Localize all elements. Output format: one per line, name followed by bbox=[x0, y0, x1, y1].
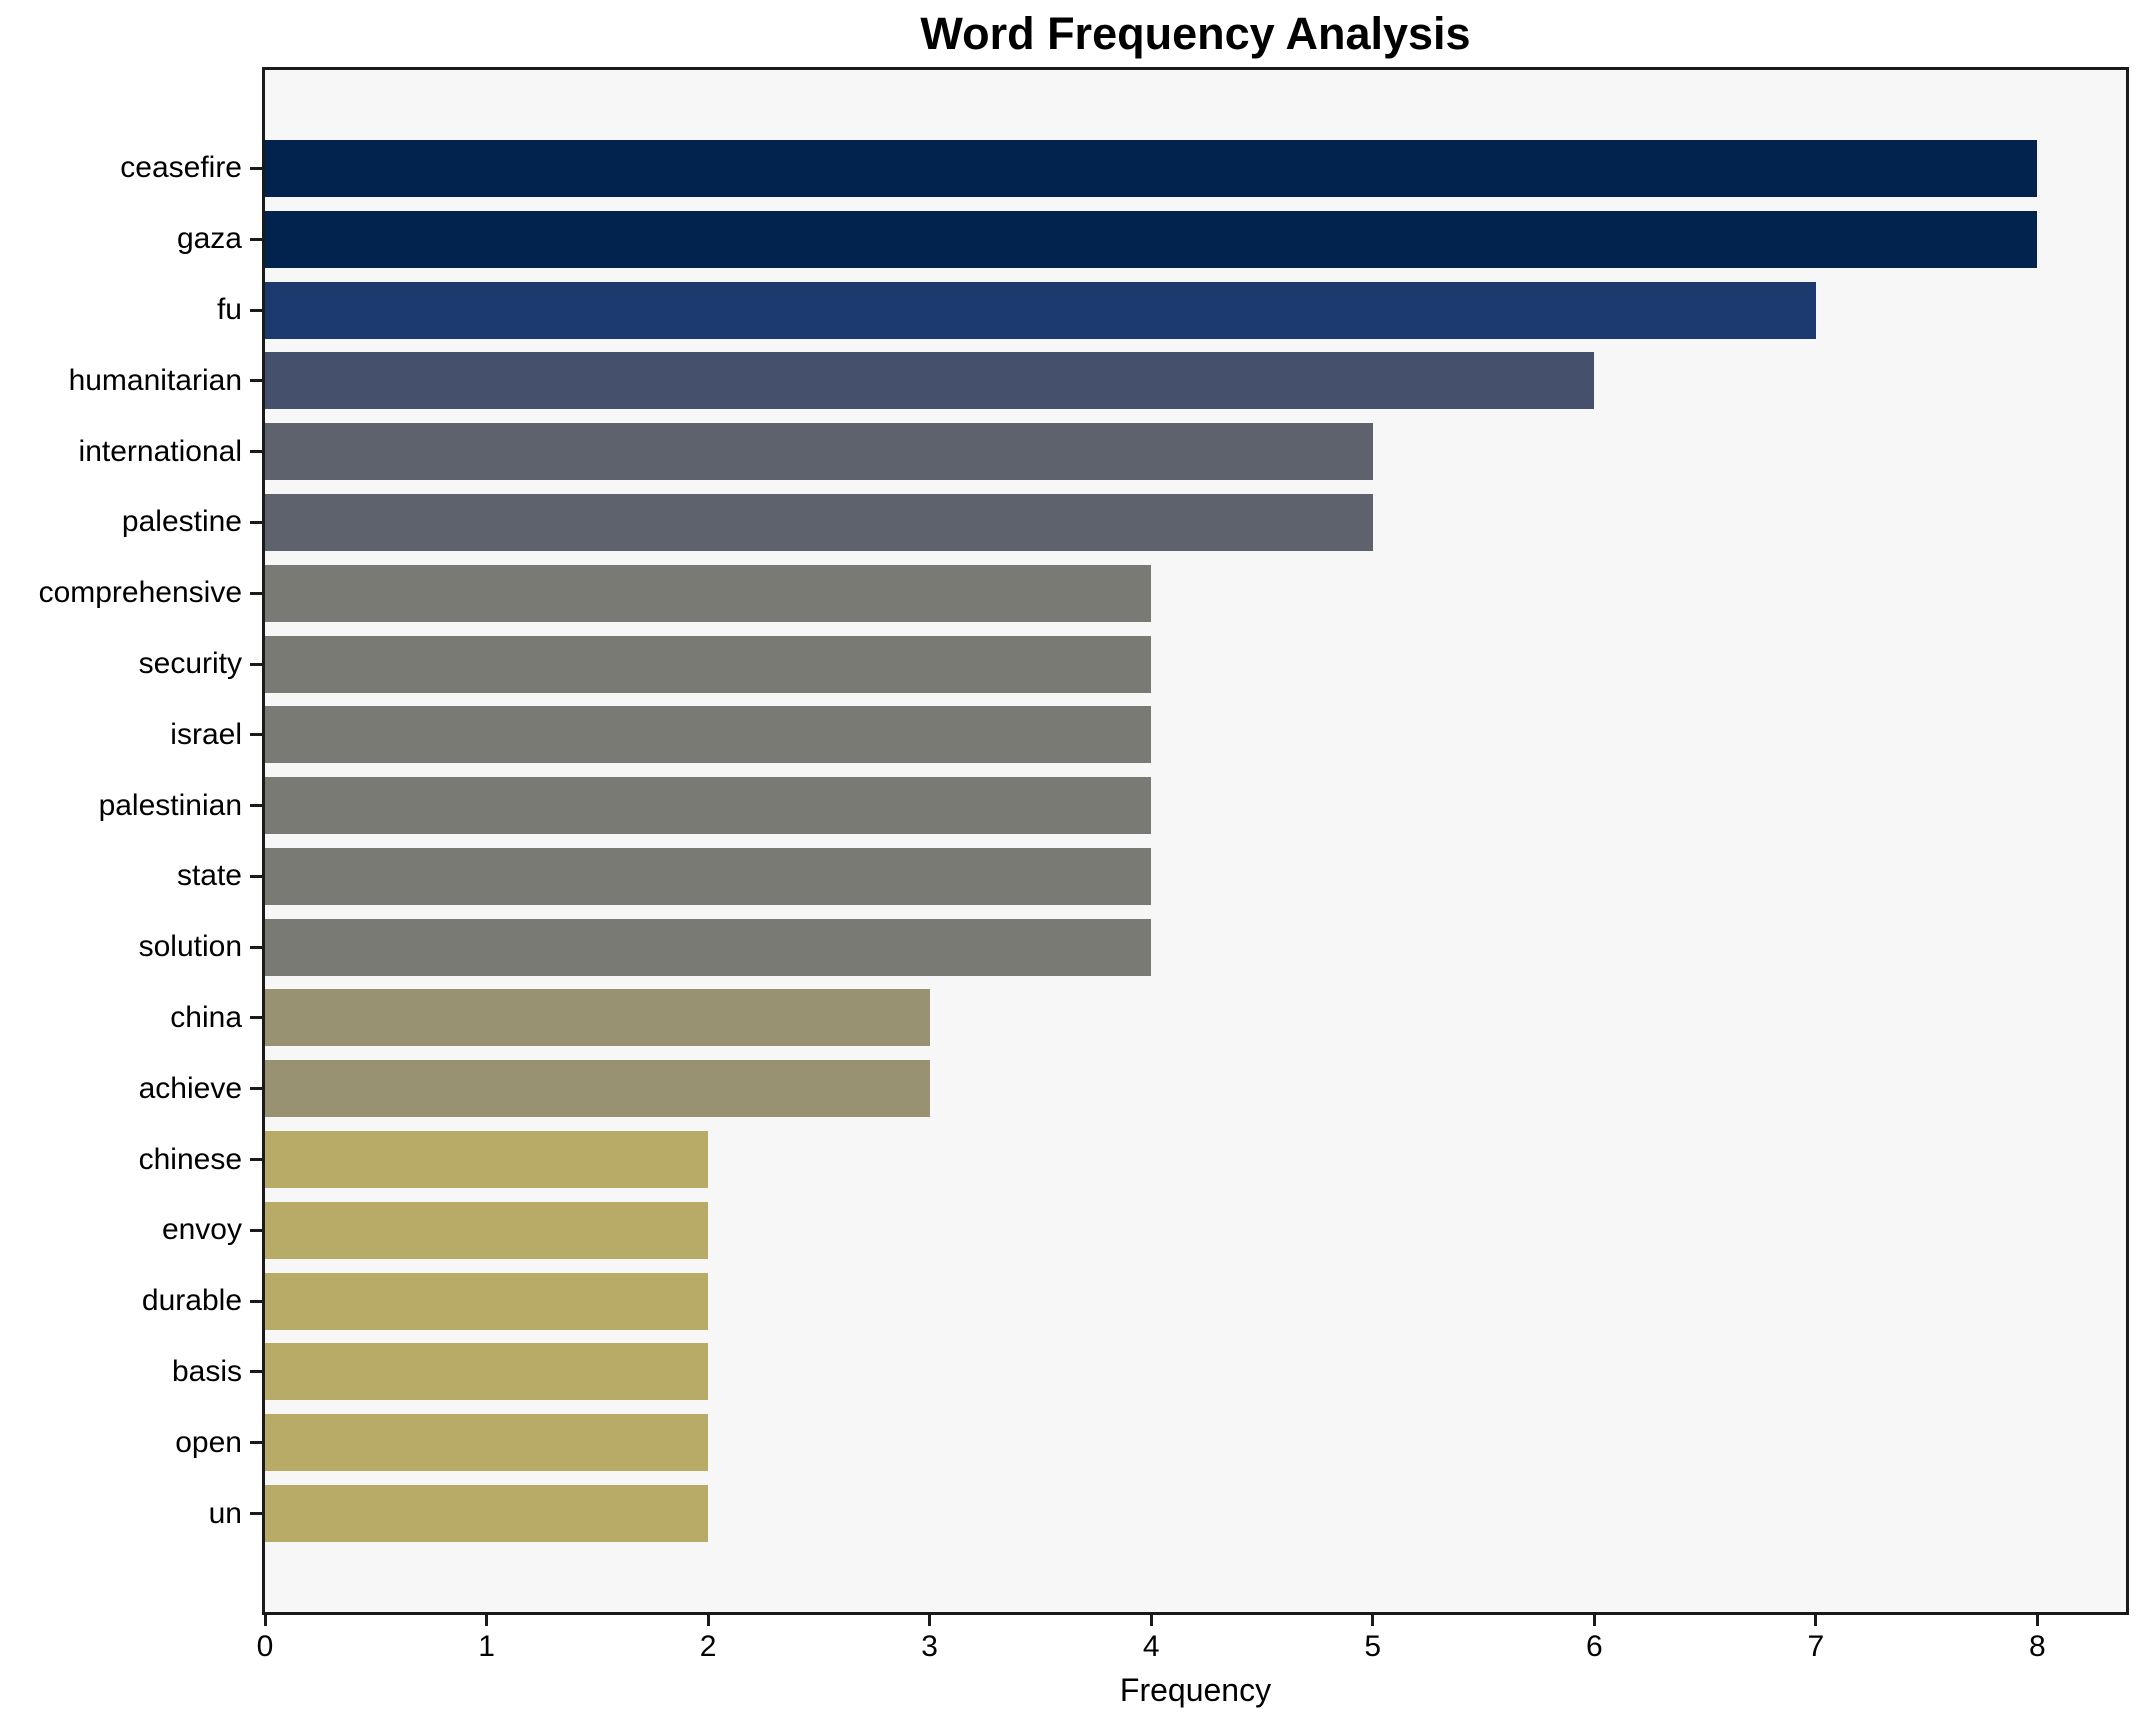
y-tick-solution bbox=[250, 945, 262, 949]
y-tick-chinese bbox=[250, 1158, 262, 1162]
y-tick-palestine bbox=[250, 520, 262, 524]
chart-title: Word Frequency Analysis bbox=[920, 8, 1471, 59]
y-label-open: open bbox=[175, 1425, 242, 1459]
bar-un bbox=[265, 1485, 709, 1543]
y-tick-durable bbox=[250, 1299, 262, 1303]
y-tick-comprehensive bbox=[250, 591, 262, 595]
y-tick-china bbox=[250, 1016, 262, 1020]
bar-fu bbox=[265, 281, 1816, 339]
y-tick-achieve bbox=[250, 1087, 262, 1091]
x-tick-0 bbox=[263, 1615, 267, 1626]
y-label-palestine: palestine bbox=[121, 505, 242, 539]
y-tick-security bbox=[250, 662, 262, 666]
bar-palestine bbox=[265, 493, 1373, 551]
y-tick-un bbox=[250, 1512, 262, 1516]
x-tick-label-2: 2 bbox=[699, 1630, 717, 1663]
x-tick-7 bbox=[1814, 1615, 1818, 1626]
x-tick-label-6: 6 bbox=[1585, 1630, 1603, 1663]
bar-comprehensive bbox=[265, 564, 1152, 622]
x-tick-label-8: 8 bbox=[2029, 1630, 2046, 1663]
y-label-envoy: envoy bbox=[161, 1213, 242, 1247]
bar-durable bbox=[265, 1272, 709, 1330]
y-tick-ceasefire bbox=[250, 166, 262, 170]
y-tick-state bbox=[250, 874, 262, 878]
y-label-achieve: achieve bbox=[138, 1071, 242, 1105]
bar-basis bbox=[265, 1343, 709, 1401]
x-tick-4 bbox=[1149, 1615, 1153, 1626]
x-tick-label-5: 5 bbox=[1364, 1630, 1382, 1663]
bar-israel bbox=[265, 706, 1152, 764]
x-tick-2 bbox=[706, 1615, 710, 1626]
y-label-fu: fu bbox=[216, 293, 242, 326]
y-label-state: state bbox=[176, 859, 242, 893]
y-label-humanitarian: humanitarian bbox=[68, 363, 242, 397]
bar-achieve bbox=[265, 1060, 930, 1118]
y-label-security: security bbox=[138, 647, 242, 680]
y-label-israel: israel bbox=[170, 717, 242, 751]
x-tick-label-4: 4 bbox=[1142, 1630, 1160, 1663]
x-tick-label-0: 0 bbox=[256, 1630, 274, 1663]
bar-gaza bbox=[265, 210, 2038, 268]
bar-china bbox=[265, 989, 930, 1047]
y-label-comprehensive: comprehensive bbox=[38, 576, 242, 610]
bar-open bbox=[265, 1414, 709, 1472]
x-tick-label-7: 7 bbox=[1807, 1630, 1825, 1663]
y-label-gaza: gaza bbox=[176, 222, 242, 256]
y-label-chinese: chinese bbox=[138, 1142, 242, 1176]
y-tick-basis bbox=[250, 1370, 262, 1374]
bar-chinese bbox=[265, 1131, 709, 1189]
y-label-ceasefire: ceasefire bbox=[120, 151, 242, 185]
x-tick-8 bbox=[2035, 1615, 2039, 1626]
y-tick-gaza bbox=[250, 237, 262, 241]
y-tick-palestinian bbox=[250, 804, 262, 808]
bar-ceasefire bbox=[265, 139, 2038, 197]
x-tick-1 bbox=[485, 1615, 489, 1626]
plot-area bbox=[262, 67, 2129, 1615]
y-tick-international bbox=[250, 450, 262, 454]
y-label-durable: durable bbox=[141, 1284, 242, 1318]
y-tick-envoy bbox=[250, 1228, 262, 1232]
y-tick-humanitarian bbox=[250, 379, 262, 383]
bar-envoy bbox=[265, 1201, 709, 1259]
bar-international bbox=[265, 423, 1373, 481]
y-label-international: international bbox=[78, 434, 242, 468]
y-label-solution: solution bbox=[138, 930, 242, 964]
x-tick-6 bbox=[1592, 1615, 1596, 1626]
y-label-un: un bbox=[208, 1496, 242, 1530]
bar-solution bbox=[265, 918, 1152, 976]
x-tick-5 bbox=[1371, 1615, 1375, 1626]
y-tick-israel bbox=[250, 733, 262, 737]
y-label-palestinian: palestinian bbox=[98, 788, 242, 822]
x-tick-label-3: 3 bbox=[921, 1630, 938, 1663]
bar-humanitarian bbox=[265, 352, 1595, 410]
y-tick-fu bbox=[250, 308, 262, 312]
y-tick-open bbox=[250, 1441, 262, 1445]
y-label-china: china bbox=[170, 1000, 242, 1034]
x-tick-label-1: 1 bbox=[478, 1630, 495, 1663]
x-axis-label: Frequency bbox=[1119, 1672, 1272, 1708]
bar-palestinian bbox=[265, 777, 1152, 835]
y-label-basis: basis bbox=[171, 1354, 242, 1388]
bar-state bbox=[265, 847, 1152, 905]
x-tick-3 bbox=[928, 1615, 932, 1626]
bar-security bbox=[265, 635, 1152, 693]
